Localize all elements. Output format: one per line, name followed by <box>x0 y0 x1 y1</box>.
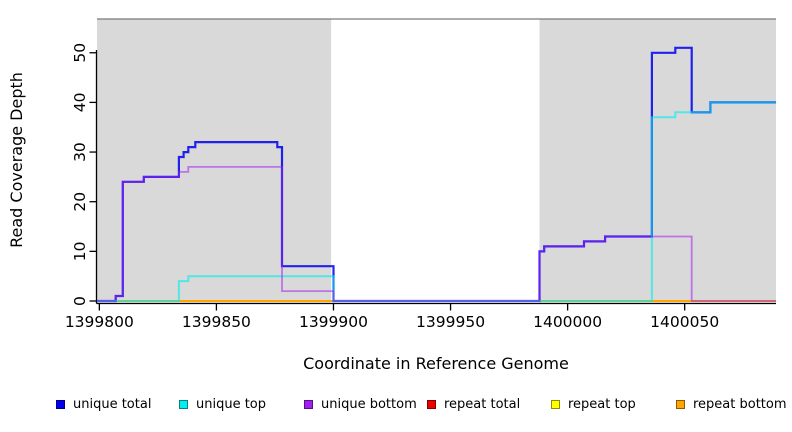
series-line-unique-bottom <box>97 166 776 302</box>
x-tick-label: 1399800 <box>65 313 134 331</box>
x-tick-label: 1400050 <box>650 313 719 331</box>
x-tick-label: 1399950 <box>416 313 485 331</box>
y-axis-title: Read Coverage Depth <box>7 72 26 248</box>
tick-labels: 1399800 1399850 1399900 1399950 1400000 14000… <box>65 43 719 331</box>
y-tick-label: 0 <box>71 296 89 306</box>
x-axis-title: Coordinate in Reference Genome <box>303 354 569 373</box>
y-tick-label: 10 <box>71 241 89 261</box>
x-tick-label: 1399900 <box>299 313 368 331</box>
y-tick-label: 50 <box>71 43 89 63</box>
x-tick-label: 1400000 <box>533 313 602 331</box>
shaded-region <box>539 19 776 303</box>
shaded-region <box>97 19 332 303</box>
y-tick-label: 40 <box>71 93 89 113</box>
y-tick-label: 30 <box>71 142 89 162</box>
shaded-regions <box>97 18 776 303</box>
y-tick-label: 20 <box>71 192 89 212</box>
axes <box>89 50 776 311</box>
x-tick-label: 1399850 <box>182 313 251 331</box>
series-lines <box>97 46 776 303</box>
